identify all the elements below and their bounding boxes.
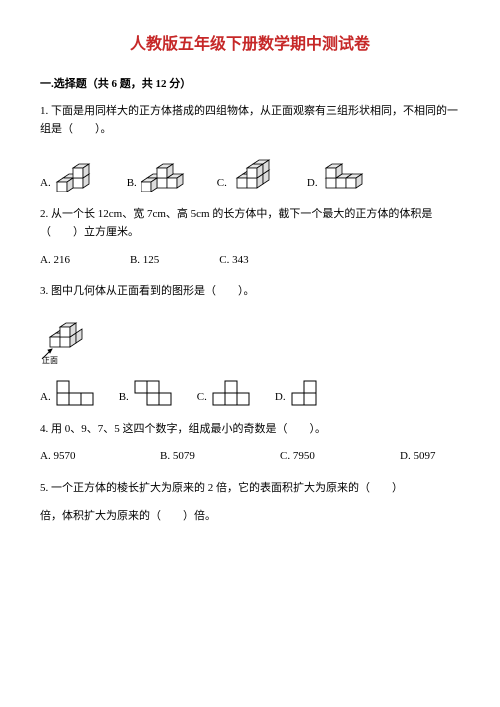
page-title: 人教版五年级下册数学期中测试卷 bbox=[40, 32, 460, 58]
flat-figure-a bbox=[55, 379, 95, 407]
q2-text: 2. 从一个长 12cm、宽 7cm、高 5cm 的长方体中，截下一个最大的正方… bbox=[40, 206, 460, 241]
question-4: 4. 用 0、9、7、5 这四个数字，组成最小的奇数是（ ）。 A. 9570 … bbox=[40, 421, 460, 466]
q3-option-b: B. bbox=[119, 379, 173, 407]
q1-label-c: C. bbox=[217, 175, 227, 193]
q1-option-a: A. bbox=[40, 152, 103, 192]
question-3: 3. 图中几何体从正面看到的图形是（ ）。 正面 bbox=[40, 283, 460, 407]
q3-label-d: D. bbox=[275, 389, 286, 407]
q3-option-c: C. bbox=[197, 379, 251, 407]
q2-opt-b: B. 125 bbox=[130, 252, 159, 270]
q4-opt-a: A. 9570 bbox=[40, 448, 100, 466]
q4-opt-c: C. 7950 bbox=[280, 448, 340, 466]
q1-option-d: D. bbox=[307, 152, 370, 192]
section-header: 一.选择题（共 6 题，共 12 分） bbox=[40, 76, 460, 94]
question-1: 1. 下面是用同样大的正方体搭成的四组物体，从正面观察有三组形状相同，不相同的一… bbox=[40, 103, 460, 192]
q1-label-a: A. bbox=[40, 175, 51, 193]
flat-figure-d bbox=[290, 379, 320, 407]
q4-opt-d: D. 5097 bbox=[400, 448, 460, 466]
q2-opt-a: A. 216 bbox=[40, 252, 70, 270]
q3-option-a: A. bbox=[40, 379, 95, 407]
cube-figure-d bbox=[322, 152, 370, 192]
q5-text2: 倍，体积扩大为原来的（ ）倍。 bbox=[40, 508, 460, 526]
q3-option-d: D. bbox=[275, 379, 320, 407]
flat-figure-b bbox=[133, 379, 173, 407]
q3-label-b: B. bbox=[119, 389, 129, 407]
q1-option-c: C. bbox=[217, 148, 283, 192]
q3-label-a: A. bbox=[40, 389, 51, 407]
question-5: 5. 一个正方体的棱长扩大为原来的 2 倍，它的表面积扩大为原来的（ ） 倍，体… bbox=[40, 480, 460, 525]
front-label: 正面 bbox=[42, 356, 58, 365]
flat-figure-c bbox=[211, 379, 251, 407]
q1-label-d: D. bbox=[307, 175, 318, 193]
q1-label-b: B. bbox=[127, 175, 137, 193]
question-2: 2. 从一个长 12cm、宽 7cm、高 5cm 的长方体中，截下一个最大的正方… bbox=[40, 206, 460, 269]
q2-options: A. 216 B. 125 C. 343 bbox=[40, 252, 460, 270]
q3-options: A. B. C. bbox=[40, 379, 460, 407]
q3-label-c: C. bbox=[197, 389, 207, 407]
cube-figure-b bbox=[141, 152, 193, 192]
q4-options: A. 9570 B. 5079 C. 7950 D. 5097 bbox=[40, 448, 460, 466]
cube-figure-c bbox=[231, 148, 283, 192]
q1-options: A. bbox=[40, 148, 460, 192]
q4-text: 4. 用 0、9、7、5 这四个数字，组成最小的奇数是（ ）。 bbox=[40, 421, 460, 439]
q1-text: 1. 下面是用同样大的正方体搭成的四组物体，从正面观察有三组形状相同，不相同的一… bbox=[40, 103, 460, 138]
q3-text: 3. 图中几何体从正面看到的图形是（ ）。 bbox=[40, 283, 460, 301]
q3-figure: 正面 bbox=[40, 311, 460, 365]
cube-figure-a bbox=[55, 152, 103, 192]
cube-figure-q3: 正面 bbox=[40, 311, 100, 365]
q4-opt-b: B. 5079 bbox=[160, 448, 220, 466]
q5-text1: 5. 一个正方体的棱长扩大为原来的 2 倍，它的表面积扩大为原来的（ ） bbox=[40, 480, 460, 498]
q2-opt-c: C. 343 bbox=[219, 252, 248, 270]
q1-option-b: B. bbox=[127, 152, 193, 192]
